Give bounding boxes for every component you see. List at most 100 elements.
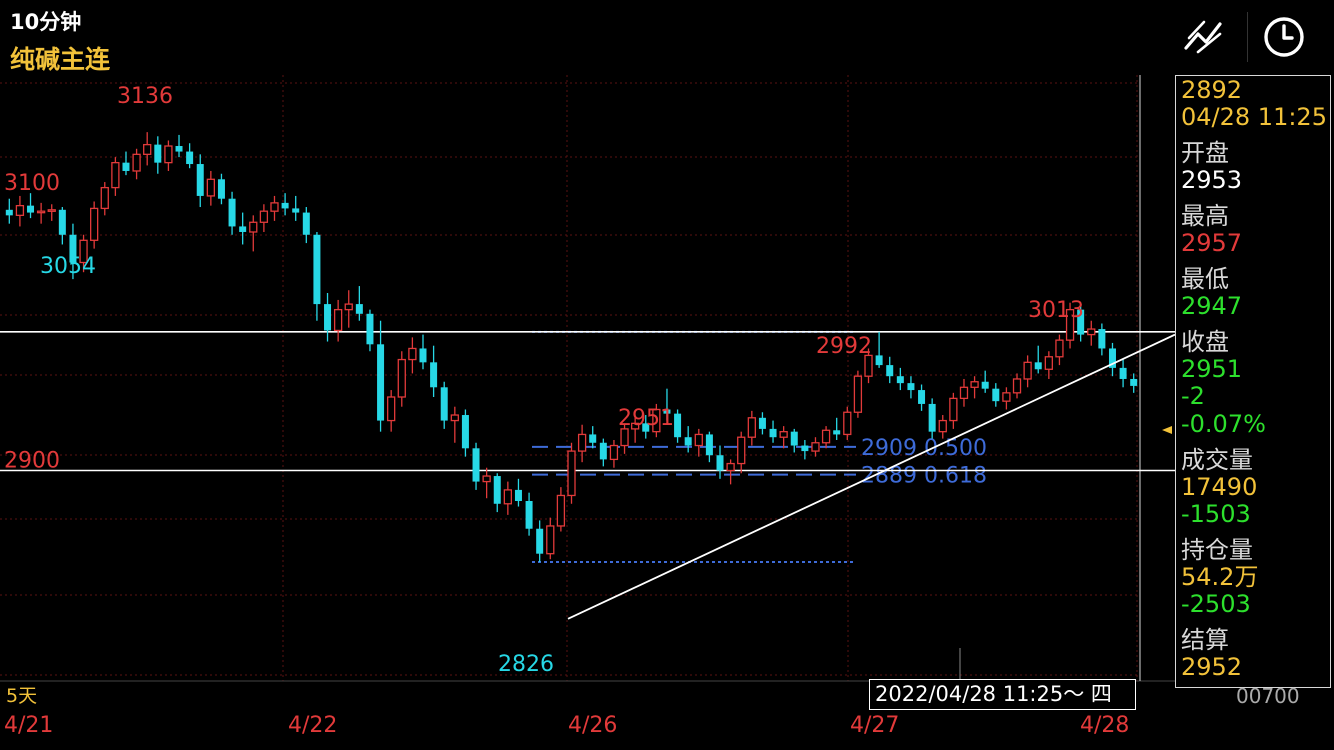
candle-body	[981, 381, 989, 389]
low-value: 2947	[1181, 292, 1243, 320]
candle-body	[344, 303, 353, 311]
candle-body	[79, 239, 88, 264]
candle-body	[694, 433, 703, 447]
y-axis-tick-label: 3100	[4, 171, 60, 196]
open-label: 开盘	[1181, 139, 1229, 167]
candle-body	[577, 433, 587, 452]
candle-body	[843, 411, 852, 436]
x-axis-label: 4/26	[568, 713, 618, 738]
candle-body	[482, 475, 491, 483]
candle-body	[313, 234, 321, 305]
settle-label: 结算	[1181, 626, 1229, 654]
candle-body	[1098, 329, 1106, 349]
trendline	[567, 333, 1175, 620]
candle-body	[1130, 378, 1138, 386]
period-range-label[interactable]: 5天	[6, 685, 38, 707]
candle-body	[186, 151, 194, 165]
candle-body	[217, 179, 225, 199]
extreme-value-label: 2826	[498, 652, 554, 677]
candle-body	[228, 198, 236, 227]
candle-body	[896, 376, 904, 384]
extreme-value-label: 2992	[816, 334, 872, 359]
candle-body	[366, 313, 374, 345]
candle-body	[239, 226, 247, 232]
candle-body	[36, 210, 46, 214]
candle-body	[430, 362, 438, 388]
candle-body	[928, 403, 936, 432]
candle-body	[1055, 339, 1064, 358]
candle-body	[970, 381, 979, 388]
high-value: 2957	[1181, 229, 1243, 257]
volume-value: 17490	[1181, 473, 1258, 501]
candle-body	[175, 146, 183, 152]
candle-body	[249, 221, 258, 233]
candle-body	[907, 383, 915, 391]
period-label[interactable]: 10分钟	[10, 10, 82, 34]
candle-body	[69, 234, 77, 263]
high-label: 最高	[1181, 202, 1229, 230]
candle-body	[567, 450, 576, 497]
candle-body	[620, 428, 629, 447]
candle-body	[853, 375, 863, 413]
candle-body	[1077, 309, 1085, 335]
candle-body	[1034, 362, 1042, 370]
candle-body	[886, 365, 894, 377]
candle-body	[864, 354, 873, 377]
candle-body	[779, 431, 788, 438]
candle-body	[419, 348, 427, 363]
candle-body	[15, 204, 25, 216]
candle-body	[811, 442, 820, 452]
candle-body	[1119, 367, 1127, 379]
candle-body	[27, 205, 35, 213]
candle-body	[461, 415, 469, 449]
cursor-time-box: 2022/04/28 11:25～ 四	[869, 679, 1136, 710]
candle-body	[875, 355, 883, 366]
candle-body	[599, 442, 607, 460]
candle-body	[472, 448, 480, 482]
candle-body	[959, 386, 969, 400]
candle-body	[663, 409, 671, 414]
candle-body	[154, 144, 162, 163]
candle-body	[801, 445, 809, 452]
candle-body	[737, 436, 746, 465]
volume-change: -1503	[1181, 500, 1251, 528]
candle-body	[1087, 328, 1096, 336]
candle-body	[450, 414, 459, 422]
candle-body	[1023, 361, 1032, 380]
candle-body	[630, 422, 640, 430]
x-axis-label: 4/22	[288, 713, 338, 738]
trendline-draw-icon[interactable]	[1180, 14, 1228, 58]
candle-body	[164, 145, 173, 164]
candle-body	[377, 344, 385, 421]
candle-body	[122, 162, 130, 171]
candle-body	[525, 501, 533, 529]
candle-body	[992, 388, 1000, 402]
candle-body	[536, 528, 544, 554]
cursor-datetime: 04/28 11:25	[1181, 103, 1327, 131]
candle-body	[100, 186, 109, 210]
candle-body	[132, 153, 141, 172]
candle-body	[324, 304, 332, 331]
close-label: 收盘	[1181, 328, 1229, 356]
candle-body	[758, 417, 766, 429]
candle-body	[747, 417, 756, 438]
extreme-value-label: 3136	[117, 84, 173, 109]
candle-body	[514, 489, 522, 501]
volume-label: 成交量	[1181, 446, 1253, 474]
candle-body	[196, 164, 204, 196]
candle-body	[716, 455, 724, 471]
candle-body	[90, 207, 99, 241]
candle-body	[270, 202, 279, 212]
candle-body	[355, 304, 363, 314]
symbol-name[interactable]: 纯碱主连	[10, 45, 111, 74]
candlestick-chart[interactable]: 3100 2900 2909 0.500 2889 0.618 3136 3054 2951…	[0, 75, 1175, 688]
x-axis-label: 4/27	[850, 713, 900, 738]
candle-body	[1012, 378, 1022, 394]
candle-body	[292, 208, 300, 213]
candle-body	[642, 423, 650, 432]
candle-body	[302, 212, 310, 235]
extreme-value-label: 3054	[40, 254, 96, 279]
candle-body	[333, 308, 343, 332]
clock-icon[interactable]	[1258, 12, 1310, 62]
candle-body	[790, 431, 798, 446]
